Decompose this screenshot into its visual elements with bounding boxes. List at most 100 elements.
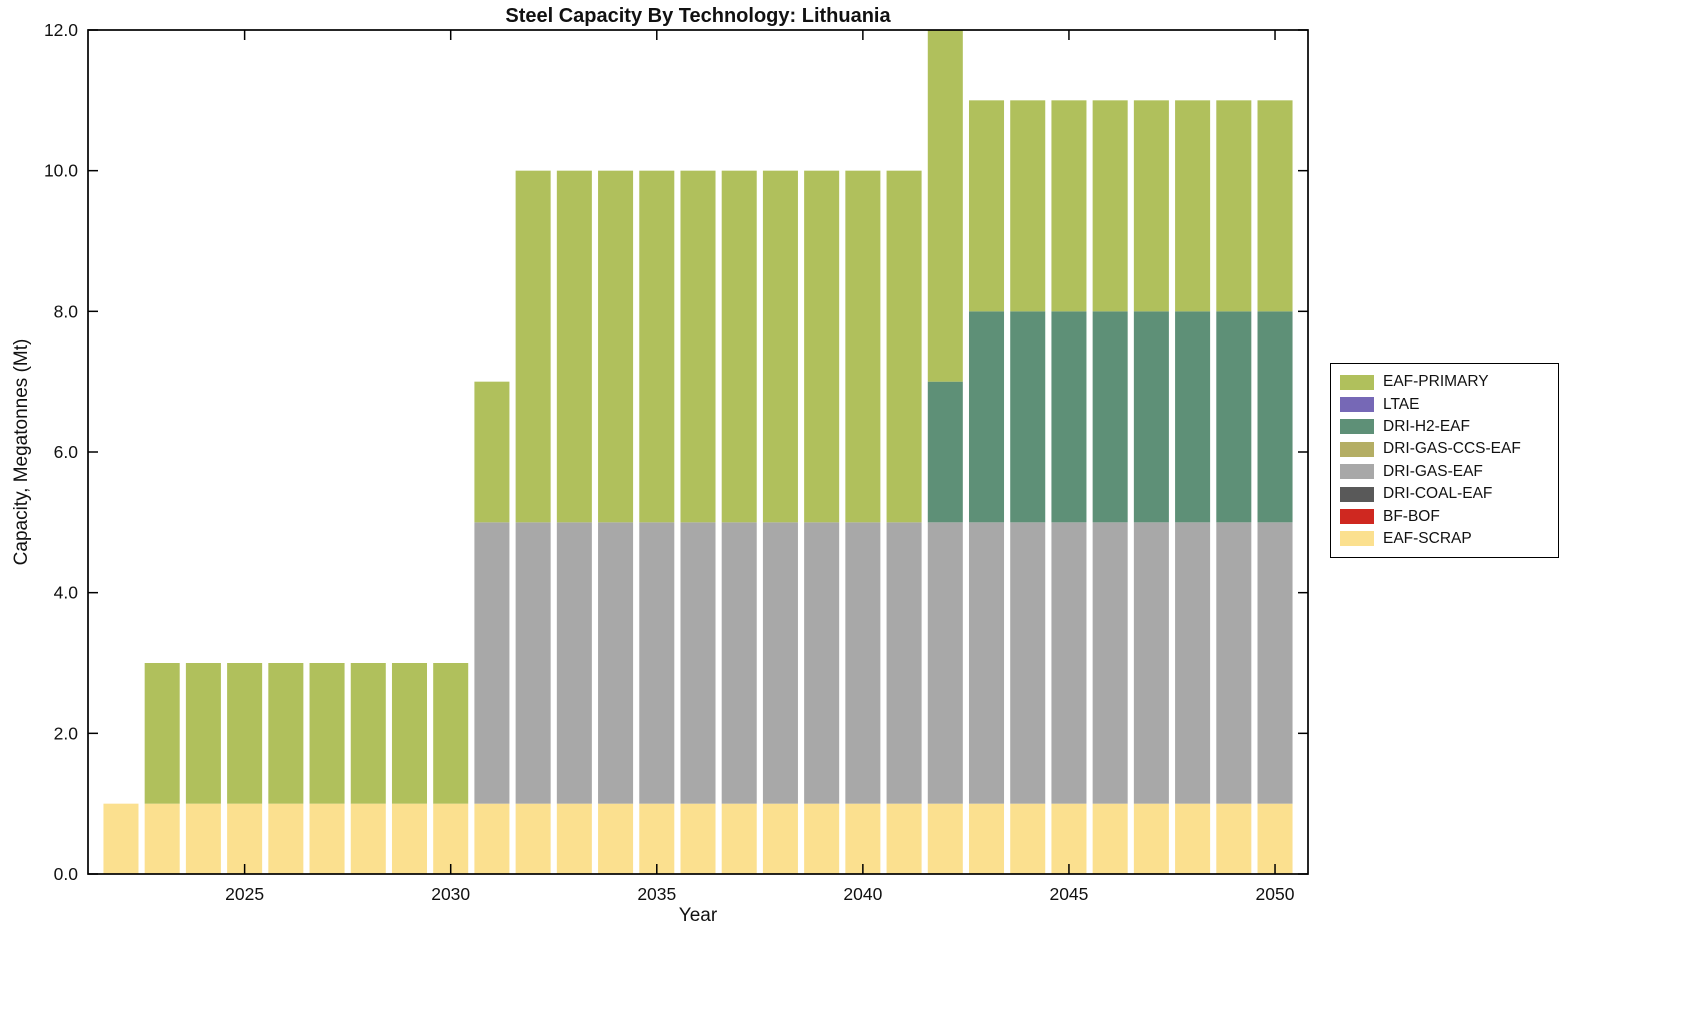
legend-swatch-eaf-scrap xyxy=(1340,531,1374,547)
bar-segment-eaf-primary xyxy=(1051,100,1087,312)
bar-segment-eaf-scrap xyxy=(886,803,922,874)
x-tick-label: 2025 xyxy=(225,884,264,904)
y-tick-label: 6.0 xyxy=(54,442,79,462)
bar-segment-eaf-scrap xyxy=(1092,803,1128,874)
y-tick-label: 10.0 xyxy=(44,161,78,181)
legend-swatch-eaf-primary xyxy=(1340,374,1374,390)
bar-segment-eaf-scrap xyxy=(474,803,510,874)
bar-segment-eaf-scrap xyxy=(350,803,386,874)
legend-item-bf-bof: BF-BOF xyxy=(1340,505,1549,527)
chart-title: Steel Capacity By Technology: Lithuania xyxy=(505,5,891,27)
bar-segment-dri-gas-eaf xyxy=(639,522,675,804)
bar-segment-dri-gas-eaf xyxy=(556,522,592,804)
bar-segment-eaf-scrap xyxy=(433,803,469,874)
y-tick-label: 12.0 xyxy=(44,20,78,40)
legend-swatch-ltae xyxy=(1340,397,1374,413)
x-tick-label: 2040 xyxy=(843,884,882,904)
legend-swatch-dri-h2-eaf xyxy=(1340,419,1374,435)
bar-segment-dri-gas-eaf xyxy=(474,522,510,804)
bar-segment-eaf-scrap xyxy=(1257,803,1293,874)
bar-segment-dri-h2-eaf xyxy=(1010,311,1046,523)
legend-label: DRI-H2-EAF xyxy=(1383,417,1470,435)
legend: EAF-PRIMARY LTAE DRI-H2-EAF DRI-GAS-CCS-EAF… xyxy=(1330,363,1559,559)
bar-segment-eaf-primary xyxy=(391,663,428,804)
bar-segment-dri-gas-eaf xyxy=(886,522,922,804)
bar-segment-eaf-primary xyxy=(515,170,551,523)
bar-segment-dri-gas-eaf xyxy=(927,522,963,804)
bar-segment-eaf-scrap xyxy=(804,803,840,874)
bar-segment-dri-gas-eaf xyxy=(762,522,798,804)
bar-segment-eaf-primary xyxy=(1133,100,1169,312)
bar-segment-eaf-scrap xyxy=(1133,803,1169,874)
bar-segment-eaf-primary xyxy=(886,170,922,523)
bar-segment-eaf-scrap xyxy=(968,803,1005,874)
bar-segment-dri-h2-eaf xyxy=(968,311,1005,523)
bar-segment-dri-gas-eaf xyxy=(1010,522,1046,804)
bar-segment-eaf-scrap xyxy=(103,803,139,874)
y-axis-label: Capacity, Megatonnes (Mt) xyxy=(11,338,32,566)
bar-segment-eaf-scrap xyxy=(1216,803,1252,874)
bar-segment-dri-gas-eaf xyxy=(845,522,881,804)
bar-segment-eaf-scrap xyxy=(721,803,757,874)
legend-label: DRI-GAS-EAF xyxy=(1383,462,1483,480)
bar-segment-dri-gas-eaf xyxy=(680,522,716,804)
legend-label: EAF-SCRAP xyxy=(1383,529,1472,547)
bar-segment-dri-gas-eaf xyxy=(1216,522,1252,804)
bar-segment-dri-h2-eaf xyxy=(1216,311,1252,523)
legend-label: DRI-COAL-EAF xyxy=(1383,485,1493,503)
bar-segment-eaf-primary xyxy=(598,170,634,523)
legend-item-dri-gas-ccs-eaf: DRI-GAS-CCS-EAF xyxy=(1340,438,1549,460)
bar-segment-eaf-scrap xyxy=(598,803,634,874)
bar-segment-eaf-scrap xyxy=(845,803,881,874)
bar-segment-dri-gas-eaf xyxy=(1133,522,1169,804)
bar-segment-dri-h2-eaf xyxy=(1133,311,1169,523)
legend-label: EAF-PRIMARY xyxy=(1383,373,1489,391)
bar-segment-eaf-primary xyxy=(845,170,881,523)
bar-segment-eaf-primary xyxy=(474,381,510,523)
bar-segment-eaf-scrap xyxy=(639,803,675,874)
bar-segment-eaf-primary xyxy=(556,170,592,523)
y-tick-label: 0.0 xyxy=(54,864,79,884)
x-tick-label: 2045 xyxy=(1049,884,1088,904)
bar-segment-eaf-scrap xyxy=(927,803,963,874)
bar-segment-dri-gas-eaf xyxy=(1051,522,1087,804)
bar-segment-dri-h2-eaf xyxy=(1257,311,1293,523)
bar-segment-eaf-scrap xyxy=(762,803,798,874)
bar-segment-eaf-scrap xyxy=(144,803,180,874)
bar-segment-dri-h2-eaf xyxy=(1175,311,1211,523)
x-tick-label: 2035 xyxy=(637,884,676,904)
bar-segment-dri-h2-eaf xyxy=(1092,311,1128,523)
bar-segment-eaf-scrap xyxy=(1051,803,1087,874)
bar-segment-eaf-primary xyxy=(350,663,386,804)
legend-label: BF-BOF xyxy=(1383,507,1440,525)
bar-segment-eaf-primary xyxy=(680,170,716,523)
bar-segment-eaf-scrap xyxy=(515,803,551,874)
bar-segment-eaf-primary xyxy=(1257,100,1293,312)
y-tick-label: 8.0 xyxy=(54,301,79,321)
bar-segment-dri-gas-eaf xyxy=(598,522,634,804)
bar-segment-dri-gas-eaf xyxy=(1257,522,1293,804)
bar-segment-eaf-scrap xyxy=(680,803,716,874)
bar-segment-eaf-primary xyxy=(1216,100,1252,312)
bar-segment-dri-h2-eaf xyxy=(927,381,963,523)
bar-segment-eaf-primary xyxy=(927,30,963,382)
bar-segment-eaf-primary xyxy=(309,663,345,804)
bar-segment-eaf-primary xyxy=(1010,100,1046,312)
legend-swatch-dri-gas-eaf xyxy=(1340,464,1374,480)
y-tick-label: 2.0 xyxy=(54,723,79,743)
bar-segment-dri-gas-eaf xyxy=(515,522,551,804)
x-tick-label: 2050 xyxy=(1256,884,1295,904)
bar-segment-eaf-primary xyxy=(433,663,469,804)
legend-item-dri-coal-eaf: DRI-COAL-EAF xyxy=(1340,483,1549,505)
bar-segment-eaf-scrap xyxy=(1010,803,1046,874)
bar-segment-eaf-scrap xyxy=(309,803,345,874)
bar-segment-dri-gas-eaf xyxy=(721,522,757,804)
bar-segment-eaf-primary xyxy=(268,663,304,804)
bar-segment-eaf-primary xyxy=(227,663,263,804)
legend-item-eaf-scrap: EAF-SCRAP xyxy=(1340,528,1549,550)
bar-segment-dri-h2-eaf xyxy=(1051,311,1087,523)
bar-segment-eaf-scrap xyxy=(227,803,263,874)
bar-segment-eaf-scrap xyxy=(556,803,592,874)
